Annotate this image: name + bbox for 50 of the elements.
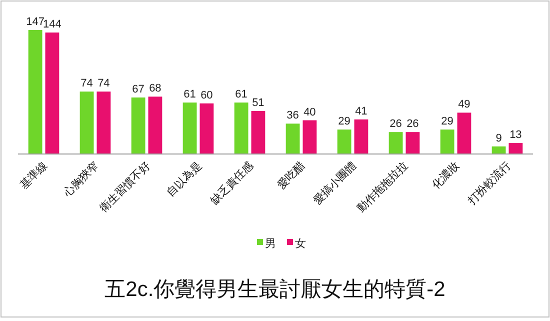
data-label: 36 xyxy=(286,110,299,122)
data-label: 74 xyxy=(98,78,110,90)
x-tick-label: 愛吃醋 xyxy=(274,158,308,192)
text: 五2c.你覺得男生最討厭女生的特質-2 xyxy=(104,278,446,301)
bar xyxy=(302,120,317,154)
data-label: 9 xyxy=(496,132,502,144)
x-tick-label: 基準線 xyxy=(17,158,50,192)
legend-label: 男 xyxy=(265,238,276,250)
bar xyxy=(80,92,94,154)
data-label: 40 xyxy=(304,106,316,118)
data-label: 26 xyxy=(406,118,419,130)
bar xyxy=(251,110,266,154)
bar xyxy=(354,119,368,154)
bar xyxy=(457,112,472,154)
data-label: 60 xyxy=(200,89,213,102)
data-label: 51 xyxy=(252,96,264,109)
bar xyxy=(406,132,420,154)
bar xyxy=(148,96,162,154)
bar xyxy=(45,32,60,154)
bar xyxy=(286,124,300,154)
x-tick-label: 自以為是 xyxy=(164,158,204,200)
data-label: 13 xyxy=(510,129,522,142)
data-label: 61 xyxy=(184,88,196,101)
data-label: 29 xyxy=(441,116,454,128)
x-tick-label: 動作拖拖拉拉 xyxy=(355,160,410,215)
bar xyxy=(508,143,523,154)
data-label: 147 xyxy=(26,16,44,28)
data-label: 67 xyxy=(132,83,144,96)
data-label: 144 xyxy=(43,18,62,31)
bar xyxy=(337,130,352,154)
data-label: 29 xyxy=(338,116,350,128)
x-tick-label: 打扮較流行 xyxy=(464,158,514,208)
bar xyxy=(492,146,506,154)
bar xyxy=(234,102,248,154)
bar xyxy=(96,92,111,154)
data-label: 74 xyxy=(80,78,93,90)
data-label: 26 xyxy=(390,118,402,130)
data-label: 41 xyxy=(355,105,368,118)
data-label: 49 xyxy=(458,98,470,111)
bar xyxy=(200,103,214,154)
x-tick-label: 化濃妝 xyxy=(429,158,462,192)
bar xyxy=(182,102,197,154)
legend-label: 女 xyxy=(295,238,306,250)
bar xyxy=(28,30,42,154)
data-label: 68 xyxy=(149,82,162,95)
data-label: 61 xyxy=(235,88,248,101)
x-tick-label: 缺乏責任感 xyxy=(208,158,256,208)
bar xyxy=(440,130,454,154)
bar xyxy=(388,132,403,154)
bar xyxy=(131,97,146,154)
